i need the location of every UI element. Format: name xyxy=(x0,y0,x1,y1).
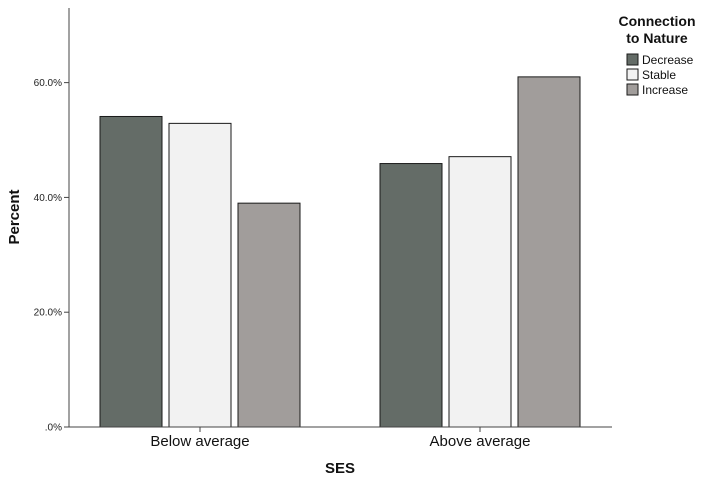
y-tick-label: .0% xyxy=(45,423,62,434)
legend-label-increase: Increase xyxy=(642,83,688,97)
y-tick-label: 40.0% xyxy=(34,193,62,204)
y-axis-title: Percent xyxy=(6,189,23,244)
category-labels: Below average Above average xyxy=(150,427,530,450)
y-tick-label: 60.0% xyxy=(34,78,62,89)
y-ticks: .0% 20.0% 40.0% 60.0% xyxy=(34,78,69,434)
bar-increase-below-average xyxy=(237,202,301,428)
category-label: Above average xyxy=(430,433,531,450)
legend-title-line-1: Connection xyxy=(619,13,696,29)
legend-label-stable: Stable xyxy=(642,68,676,82)
legend: Connection to Nature DecreaseStableIncre… xyxy=(619,13,696,97)
legend-swatch-stable xyxy=(626,68,639,81)
legend-title-line-2: to Nature xyxy=(626,30,688,46)
bar-decrease-below-average xyxy=(99,115,163,428)
bar-decrease-above-average xyxy=(379,163,443,428)
legend-label-decrease: Decrease xyxy=(642,53,694,67)
x-axis-title: SES xyxy=(325,460,355,477)
legend-swatch-increase xyxy=(626,83,639,96)
bar-stable-above-average xyxy=(448,156,512,428)
bars-layer xyxy=(99,76,581,428)
bar-increase-above-average xyxy=(517,76,581,428)
bar-stable-below-average xyxy=(168,122,232,428)
legend-swatch-decrease xyxy=(626,53,639,66)
category-label: Below average xyxy=(150,433,249,450)
y-tick-label: 20.0% xyxy=(34,308,62,319)
